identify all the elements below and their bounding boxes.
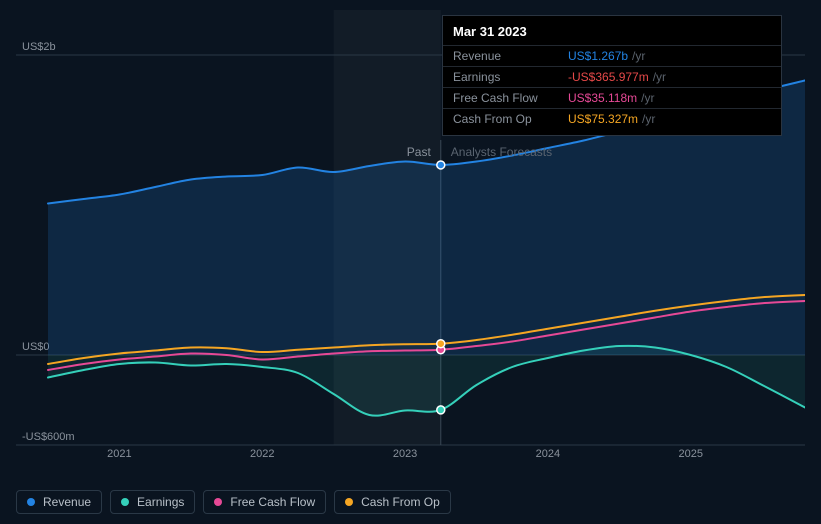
marker-dot-earnings [437, 406, 445, 414]
tooltip-value: -US$365.977m [568, 70, 649, 84]
tooltip-unit: /yr [632, 49, 645, 63]
tooltip-value: US$75.327m [568, 112, 638, 126]
section-label-forecasts: Analysts Forecasts [451, 145, 552, 159]
y-axis-label: US$2b [22, 41, 56, 53]
tooltip-value: US$35.118m [568, 91, 637, 105]
legend-dot-icon [345, 498, 353, 506]
marker-dot-cashop [437, 340, 445, 348]
marker-dot-revenue [437, 161, 445, 169]
x-axis-tick: 2021 [107, 448, 131, 460]
legend-label: Revenue [43, 495, 91, 509]
tooltip-unit: /yr [641, 91, 654, 105]
legend-item-revenue[interactable]: Revenue [16, 490, 102, 514]
tooltip-unit: /yr [642, 112, 655, 126]
x-axis-tick: 2022 [250, 448, 274, 460]
y-axis-label: US$0 [22, 341, 50, 353]
legend-label: Free Cash Flow [230, 495, 315, 509]
tooltip-row: Cash From OpUS$75.327m/yr [443, 108, 781, 129]
legend-dot-icon [121, 498, 129, 506]
y-axis-label: -US$600m [22, 431, 75, 443]
tooltip-date: Mar 31 2023 [443, 22, 781, 45]
tooltip-label: Cash From Op [453, 112, 568, 126]
tooltip-label: Revenue [453, 49, 568, 63]
tooltip-row: Earnings-US$365.977m/yr [443, 66, 781, 87]
tooltip-row: Free Cash FlowUS$35.118m/yr [443, 87, 781, 108]
tooltip-row: RevenueUS$1.267b/yr [443, 45, 781, 66]
legend-label: Earnings [137, 495, 184, 509]
legend: Revenue Earnings Free Cash Flow Cash From O… [16, 490, 451, 514]
tooltip-label: Free Cash Flow [453, 91, 568, 105]
legend-item-fcf[interactable]: Free Cash Flow [203, 490, 326, 514]
x-axis-tick: 2023 [393, 448, 417, 460]
x-axis-tick: 2024 [536, 448, 560, 460]
legend-dot-icon [27, 498, 35, 506]
tooltip-label: Earnings [453, 70, 568, 84]
legend-dot-icon [214, 498, 222, 506]
tooltip-value: US$1.267b [568, 49, 628, 63]
x-axis-tick: 2025 [678, 448, 702, 460]
section-label-past: Past [407, 145, 432, 159]
tooltip-unit: /yr [653, 70, 666, 84]
legend-item-earnings[interactable]: Earnings [110, 490, 195, 514]
chart-tooltip: Mar 31 2023 RevenueUS$1.267b/yrEarnings-… [442, 15, 782, 136]
legend-label: Cash From Op [361, 495, 440, 509]
legend-item-cashop[interactable]: Cash From Op [334, 490, 451, 514]
